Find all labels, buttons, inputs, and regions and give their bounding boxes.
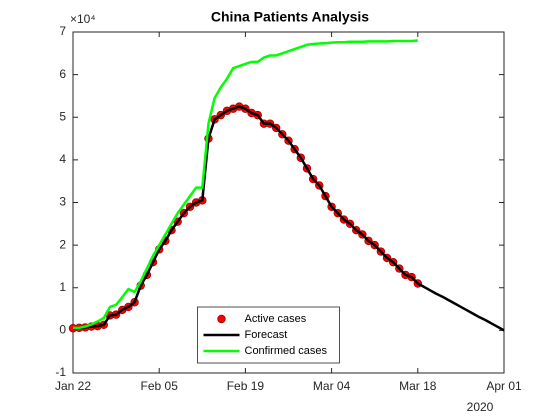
legend-marker — [217, 314, 226, 324]
y-tick-label: 3 — [59, 195, 66, 209]
series-line — [73, 39, 418, 330]
legend-label: Forecast — [245, 329, 288, 341]
y-tick-label: 5 — [59, 109, 66, 123]
x-tick-label: Mar 04 — [313, 379, 351, 393]
y-tick-label: 7 — [59, 24, 66, 38]
y-multiplier: ×10⁴ — [70, 12, 96, 26]
x-tick-label: Jan 22 — [55, 379, 91, 393]
y-tick-label: -1 — [55, 365, 66, 379]
series-line — [72, 105, 505, 332]
legend-label: Confirmed cases — [245, 345, 328, 357]
y-tick-label: 1 — [59, 280, 66, 294]
y-tick-label: 4 — [59, 152, 66, 166]
y-tick-label: 0 — [59, 323, 66, 337]
x-tick-label: Mar 18 — [399, 379, 437, 393]
x-tick-label: Feb 19 — [227, 379, 265, 393]
legend-label: Active cases — [245, 313, 307, 325]
y-tick-label: 6 — [59, 67, 66, 81]
x-tick-label: Apr 01 — [486, 379, 522, 393]
x-year-label: 2020 — [467, 400, 494, 414]
y-tick-label: 2 — [59, 237, 66, 251]
chart-title: China Patients Analysis — [211, 9, 369, 25]
legend: Active cases Forecast Confirmed cases — [197, 306, 340, 364]
x-tick-label: Feb 05 — [141, 379, 179, 393]
